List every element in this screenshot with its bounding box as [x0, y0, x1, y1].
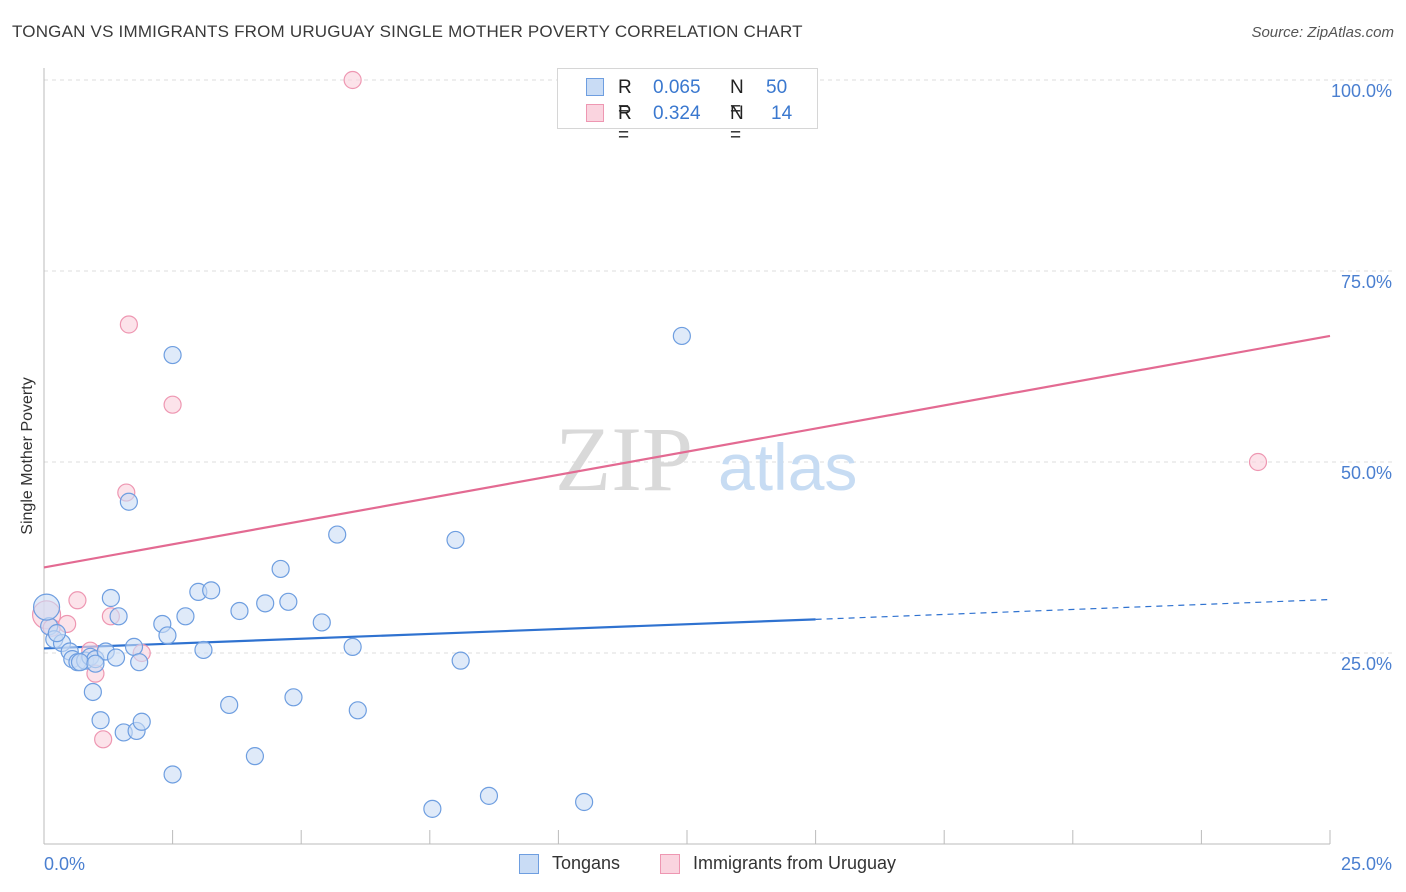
point-tongans	[245, 747, 265, 766]
point-tongans	[279, 592, 298, 611]
series-legend: Tongans Immigrants from Uruguay	[0, 852, 1406, 878]
point-tongans	[271, 559, 290, 579]
point-tongans	[328, 525, 347, 544]
tick-labels: 25.0% 50.0% 75.0% 100.0% 0.0% 25.0%	[44, 81, 1392, 874]
point-tongans	[230, 601, 249, 621]
point-tongans	[109, 607, 128, 626]
legend-n-label: N =	[730, 77, 744, 120]
y-tick-label: 75.0%	[1341, 272, 1392, 292]
y-tick-label: 25.0%	[1341, 654, 1392, 674]
legend-n-label: N =	[730, 103, 744, 146]
legend-label-tongans: Tongans	[552, 853, 621, 873]
point-tongans	[91, 711, 110, 730]
axes	[43, 68, 1331, 845]
gridlines	[44, 79, 1392, 654]
point-tongans	[130, 653, 149, 672]
point-tongans	[343, 637, 362, 656]
point-tongans	[479, 786, 499, 805]
watermark-atlas: atlas	[718, 430, 857, 504]
point-tongans	[83, 682, 102, 702]
point-tongans	[163, 765, 182, 784]
point-uruguay	[68, 591, 87, 610]
point-tongans	[575, 792, 594, 812]
legend-swatch-uruguay	[660, 854, 680, 874]
point-tongans	[194, 640, 213, 660]
point-tongans	[132, 712, 151, 731]
point-tongans	[256, 594, 275, 613]
point-uruguay	[94, 730, 113, 749]
point-tongans	[86, 654, 105, 673]
watermark-zip: ZIP	[555, 408, 693, 510]
point-uruguay	[1248, 452, 1268, 472]
correlation-legend: R = 0.065 N = 50 R = 0.324 N = 14	[557, 68, 818, 146]
point-uruguay	[343, 70, 362, 90]
y-tick-label: 100.0%	[1331, 81, 1392, 101]
legend-swatch-blue	[586, 78, 604, 96]
legend-r-label: R =	[618, 103, 632, 146]
point-tongans	[312, 613, 331, 632]
legend-n-value: 50	[766, 77, 788, 98]
legend-r-value: 0.065	[653, 77, 701, 98]
chart-title: TONGAN VS IMMIGRANTS FROM URUGUAY SINGLE…	[12, 22, 803, 41]
point-tongans	[348, 701, 367, 720]
point-tongans	[672, 326, 691, 346]
legend-swatch-pink	[586, 104, 604, 122]
trend-line-tongans-dashed	[815, 598, 1331, 620]
legend-n-value: 14	[771, 103, 793, 124]
data-points	[31, 70, 1268, 818]
legend-label-uruguay: Immigrants from Uruguay	[693, 853, 897, 873]
trend-line-uruguay	[43, 334, 1331, 569]
point-uruguay	[119, 315, 138, 334]
trend-line-tongans	[43, 618, 816, 650]
watermark: ZIP atlas	[555, 408, 857, 510]
point-tongans	[47, 624, 66, 643]
y-tick-label: 50.0%	[1341, 463, 1392, 483]
point-tongans	[284, 688, 303, 707]
legend-swatch-tongans	[519, 854, 539, 874]
point-tongans	[176, 607, 195, 626]
point-tongans	[163, 345, 182, 365]
chart-source: Source: ZipAtlas.com	[1251, 24, 1394, 41]
point-tongans	[423, 799, 442, 818]
point-tongans	[158, 626, 177, 645]
point-tongans	[101, 588, 120, 608]
point-tongans	[119, 492, 138, 511]
point-tongans	[451, 651, 470, 670]
point-tongans	[32, 593, 61, 621]
x-tick-label: 0.0%	[44, 854, 85, 874]
point-tongans	[70, 653, 90, 672]
point-tongans	[202, 581, 221, 600]
point-tongans	[446, 530, 465, 550]
point-tongans	[106, 648, 126, 667]
point-tongans	[124, 637, 144, 656]
point-tongans	[220, 695, 239, 715]
point-uruguay	[163, 395, 182, 414]
legend-r-label: R =	[618, 77, 632, 120]
x-tick-label: 25.0%	[1341, 854, 1392, 874]
legend-r-value: 0.324	[653, 103, 701, 124]
trend-lines	[43, 334, 1331, 650]
